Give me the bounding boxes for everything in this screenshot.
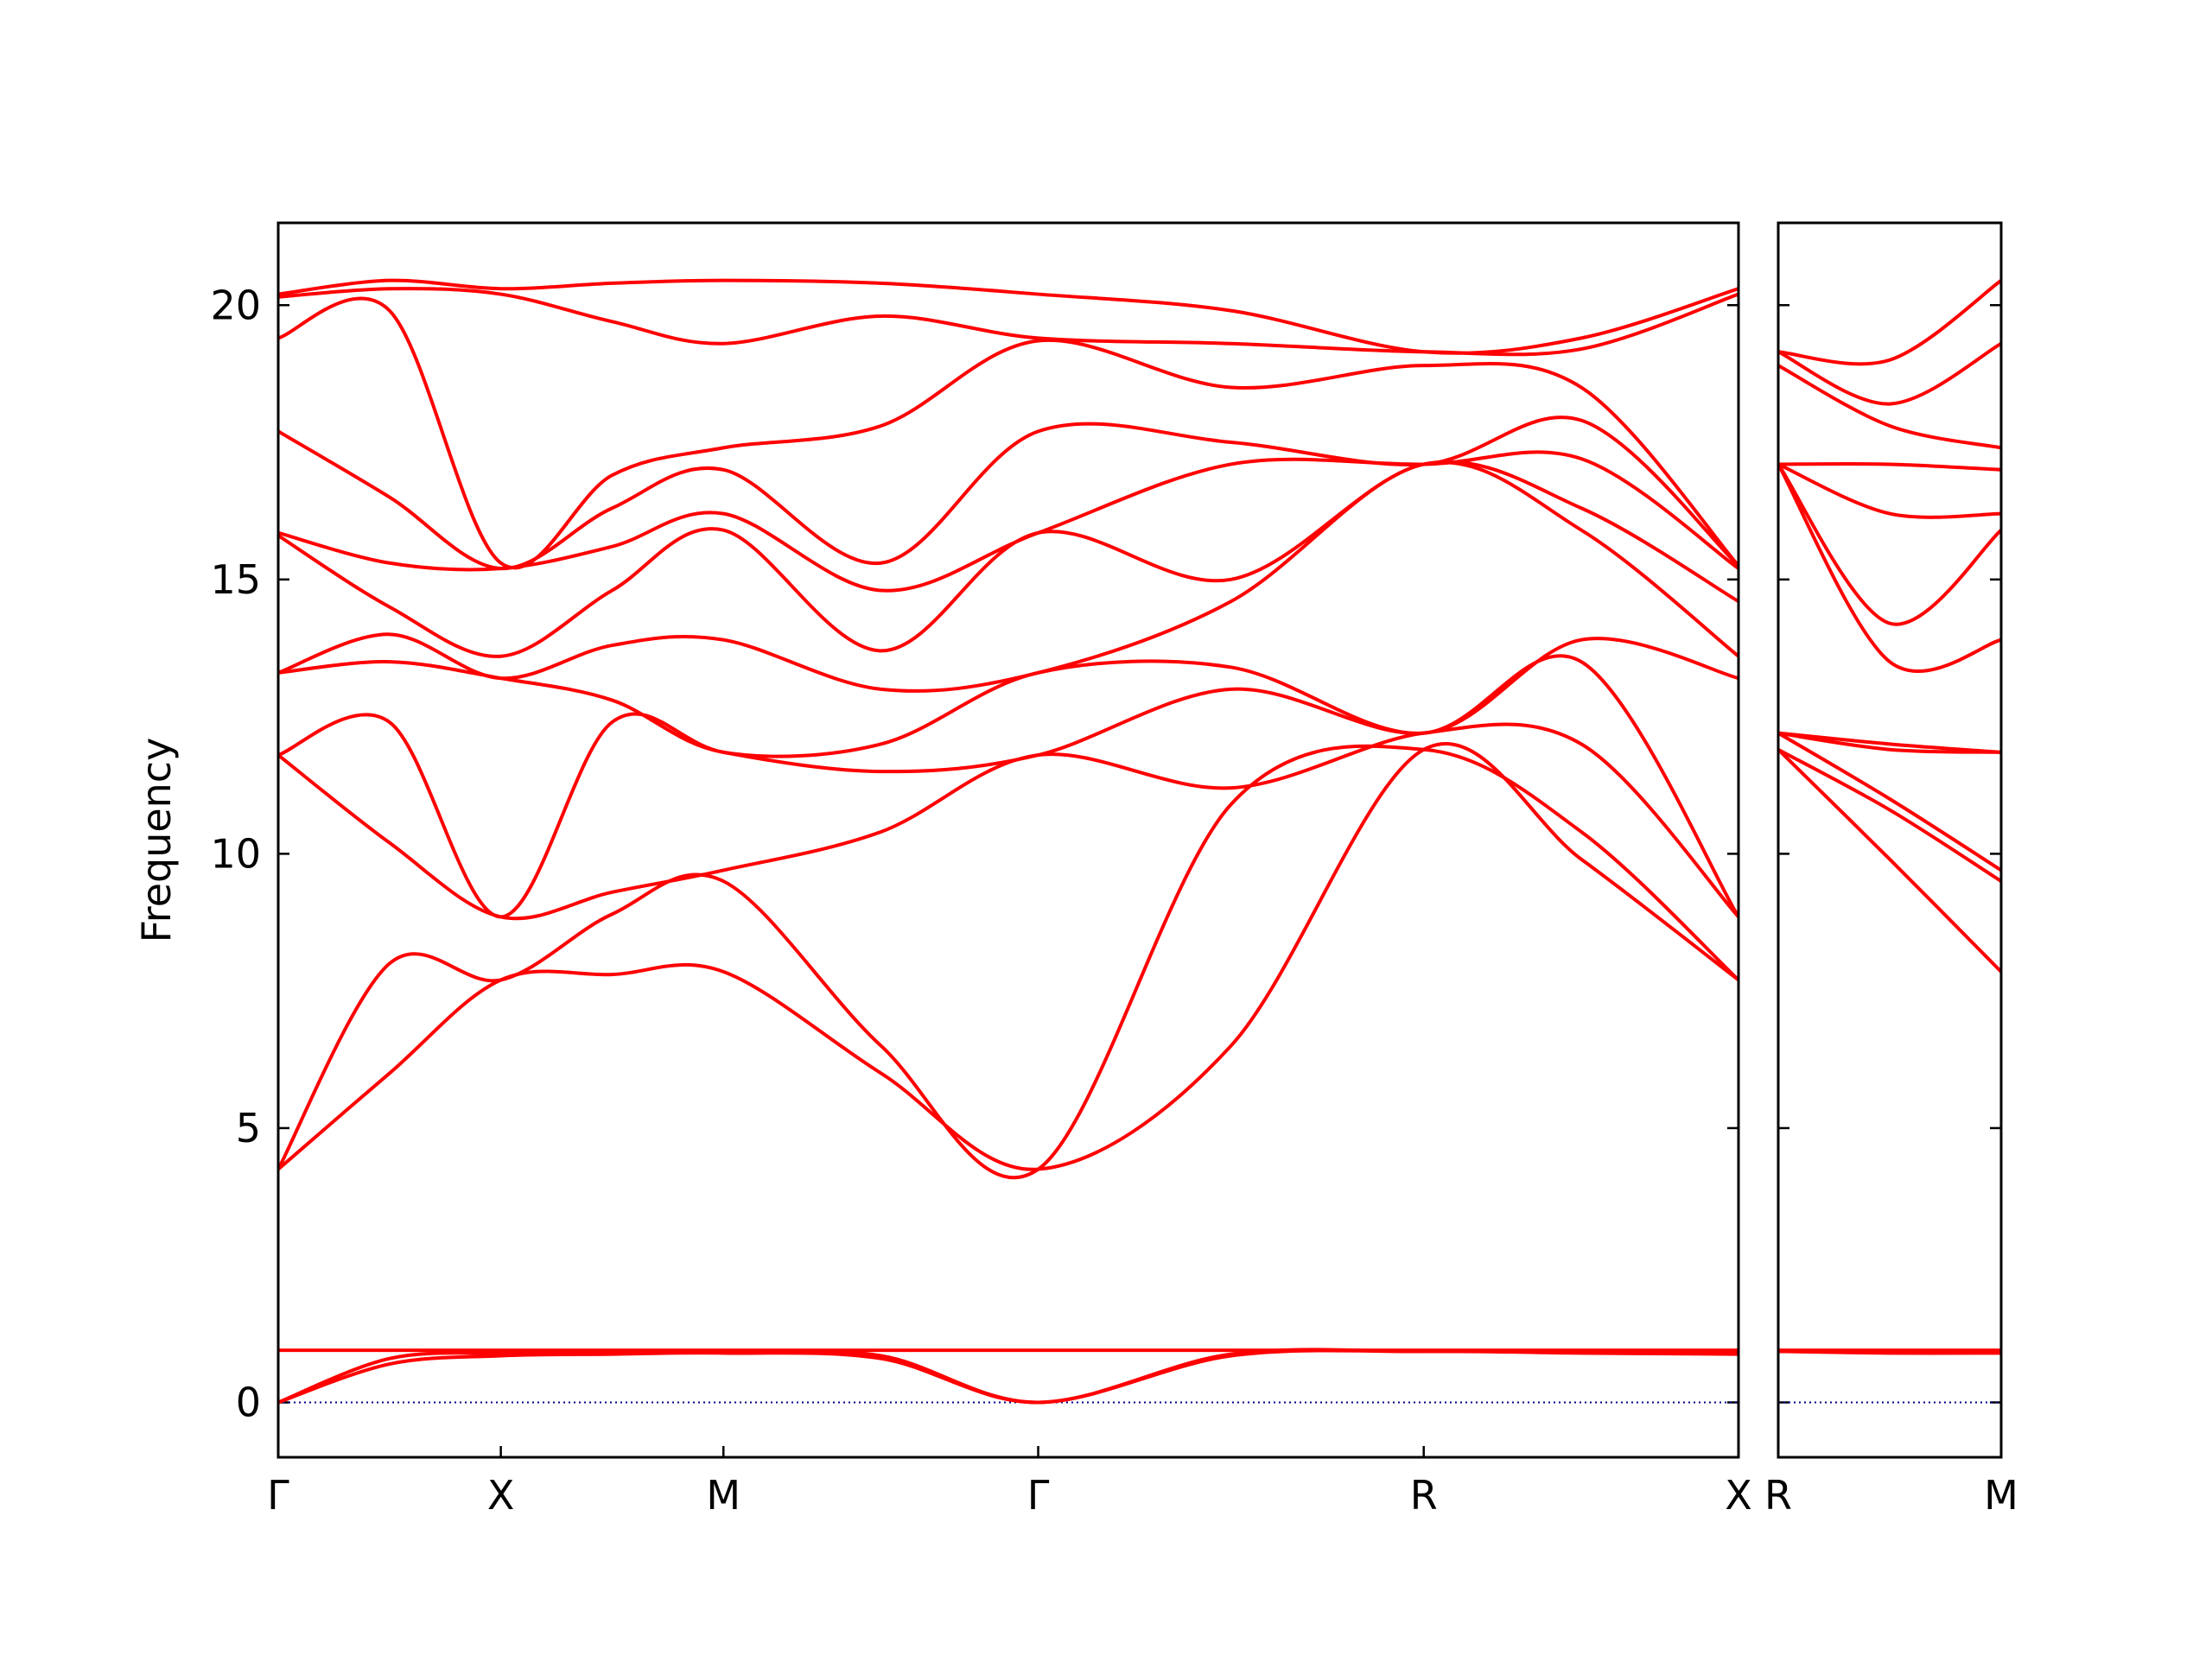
band-line (278, 460, 1738, 658)
band-line (278, 416, 1738, 571)
band-line (278, 742, 1738, 1171)
band-line (278, 296, 1738, 570)
plot-frame (276, 221, 1740, 1459)
band-line (278, 722, 1738, 921)
band-line (1778, 747, 2001, 883)
band-line (1778, 731, 2001, 872)
band-line (278, 278, 1738, 355)
x-tick-label: R (1764, 1472, 1792, 1519)
band-line (1778, 748, 2001, 974)
band-line (1778, 461, 2001, 472)
y-tick-label: 0 (236, 1379, 261, 1425)
x-tick-label: Γ (1027, 1472, 1050, 1519)
x-tick-label: R (1410, 1472, 1438, 1519)
plot-frame (1777, 221, 2003, 1459)
band-line (1778, 731, 2001, 754)
y-tick-label: 5 (236, 1105, 261, 1151)
y-axis-label: Frequency (133, 738, 180, 943)
band-line (278, 460, 1738, 693)
band-line (278, 287, 1738, 357)
x-tick-label: X (487, 1472, 515, 1519)
bands (278, 278, 1738, 1405)
band-line (278, 1348, 1738, 1405)
y-tick-label: 15 (210, 556, 261, 603)
band-line (1778, 279, 2001, 366)
y-tick-label: 10 (210, 830, 261, 877)
band-line (1778, 364, 2001, 450)
y-tick-label: 20 (210, 282, 261, 328)
band-line (1778, 463, 2001, 674)
band-line (1778, 341, 2001, 406)
x-tick-label: X (1725, 1472, 1752, 1519)
x-tick-label: Γ (267, 1472, 289, 1519)
x-tick-label: M (706, 1472, 741, 1519)
band-line (1778, 462, 2001, 519)
bands (1778, 279, 2001, 1355)
band-line (278, 654, 1738, 919)
x-tick-label: M (1984, 1472, 2018, 1519)
band-line (278, 744, 1738, 1180)
band-line (1778, 463, 2001, 626)
